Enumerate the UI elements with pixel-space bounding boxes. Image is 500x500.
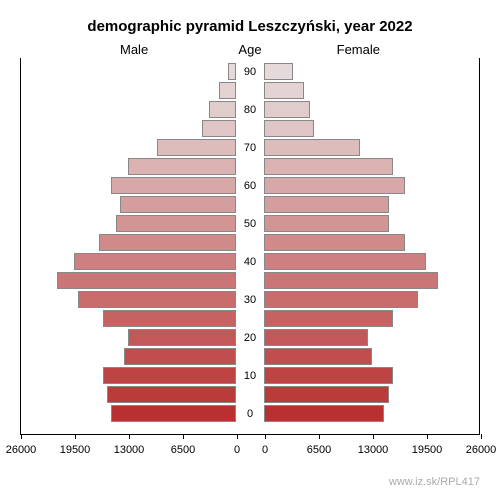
bar-female [264, 386, 389, 403]
age-label-header: Age [0, 42, 500, 57]
watermark: www.iz.sk/RPL417 [389, 476, 480, 488]
bar-row [21, 348, 479, 365]
bar-male [128, 329, 236, 346]
x-tick-label: 26000 [6, 444, 37, 456]
bar-male [228, 63, 236, 80]
age-tick-label: 50 [237, 218, 263, 230]
female-label: Female [337, 42, 380, 57]
bar-male [116, 215, 236, 232]
bar-female [264, 82, 304, 99]
bar-male [57, 272, 236, 289]
bar-female [264, 405, 384, 422]
bar-female [264, 348, 372, 365]
bar-female [264, 120, 314, 137]
bar-female [264, 158, 393, 175]
bar-male [202, 120, 236, 137]
bar-male [209, 101, 236, 118]
bar-female [264, 139, 360, 156]
age-tick-label: 60 [237, 180, 263, 192]
bar-row [21, 120, 479, 137]
bar-male [128, 158, 236, 175]
bar-row [21, 272, 479, 289]
bar-female [264, 272, 438, 289]
age-tick-label: 20 [237, 332, 263, 344]
bar-male [124, 348, 236, 365]
chart-title: demographic pyramid Leszczyński, year 20… [0, 18, 500, 35]
bar-female [264, 177, 405, 194]
bar-female [264, 63, 293, 80]
bar-row [21, 158, 479, 175]
x-tick-label: 6500 [307, 444, 331, 456]
x-tick-label: 19500 [412, 444, 443, 456]
age-tick-label: 10 [237, 370, 263, 382]
plot-area: 0102030405060708090260001950013000650000… [20, 58, 480, 435]
x-tick-label: 19500 [60, 444, 91, 456]
bar-male [103, 310, 236, 327]
bar-female [264, 367, 393, 384]
bar-female [264, 101, 310, 118]
age-tick-label: 80 [237, 104, 263, 116]
bar-male [78, 291, 236, 308]
x-tick-label: 6500 [171, 444, 195, 456]
x-tick-label: 0 [234, 444, 240, 456]
age-tick-label: 40 [237, 256, 263, 268]
bar-female [264, 196, 389, 213]
age-tick-label: 0 [237, 408, 263, 420]
bar-female [264, 234, 405, 251]
pyramid-chart: demographic pyramid Leszczyński, year 20… [0, 0, 500, 500]
bar-row [21, 234, 479, 251]
bar-row [21, 386, 479, 403]
bar-male [120, 196, 236, 213]
bar-male [107, 386, 236, 403]
bar-row [21, 82, 479, 99]
bar-female [264, 329, 368, 346]
bar-female [264, 291, 418, 308]
bar-male [103, 367, 236, 384]
bar-male [74, 253, 236, 270]
x-tick-label: 26000 [466, 444, 497, 456]
x-tick-label: 0 [262, 444, 268, 456]
bar-row [21, 310, 479, 327]
bar-male [219, 82, 236, 99]
x-tick-label: 13000 [114, 444, 145, 456]
bar-female [264, 215, 389, 232]
age-tick-label: 90 [237, 66, 263, 78]
bar-male [111, 405, 236, 422]
bar-male [157, 139, 236, 156]
bar-male [111, 177, 236, 194]
bar-female [264, 310, 393, 327]
bar-row [21, 196, 479, 213]
bar-male [99, 234, 236, 251]
age-tick-label: 70 [237, 142, 263, 154]
age-tick-label: 30 [237, 294, 263, 306]
bar-female [264, 253, 426, 270]
x-tick-label: 13000 [358, 444, 389, 456]
